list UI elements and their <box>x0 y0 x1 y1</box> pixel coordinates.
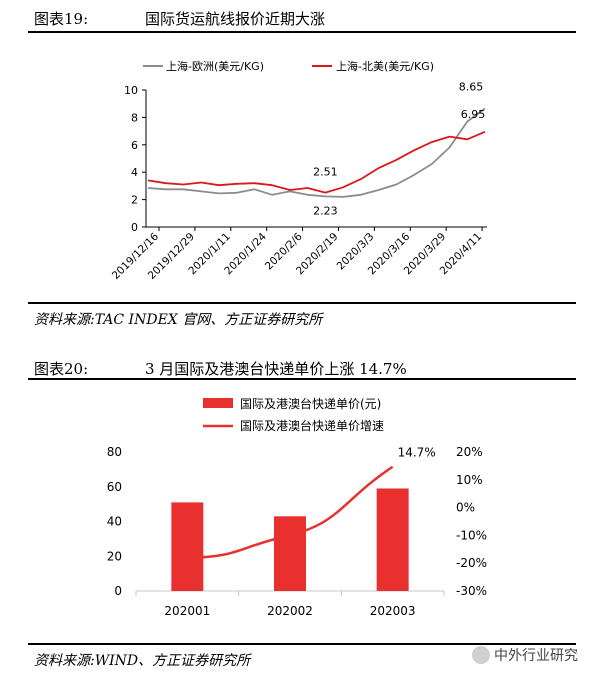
figure19-bottom-rule <box>28 302 576 304</box>
legend-label-shanghai-europe: 上海-欧洲(美元/KG) <box>166 59 264 73</box>
figure20-title: 3 月国际及港澳台快递单价上涨 14.7% <box>145 360 407 378</box>
watermark: 中外行业研究 <box>472 645 578 665</box>
chart1-data-label: 2.23 <box>313 204 338 217</box>
chart1-y-tick-label: 6 <box>131 139 138 152</box>
chart2-left-tick-label: 20 <box>107 549 122 563</box>
chart2-right-tick-label: -10% <box>456 528 487 542</box>
chart-freight-rates: 上海-欧洲(美元/KG) 上海-北美(美元/KG) 0 2 4 6 8 10 2019/1… <box>110 59 487 282</box>
chart2-bar <box>376 488 409 591</box>
legend-swatch-unit-price <box>203 398 233 408</box>
figure20-top-rule <box>28 378 576 380</box>
chart1-data-label: 6.95 <box>461 108 486 121</box>
chart2-left-tick-label: 0 <box>114 584 122 598</box>
chart2-x-tick-label: 202002 <box>267 604 313 618</box>
figure19-title: 国际货运航线报价近期大涨 <box>145 10 326 28</box>
chart2-right-tick-label: 10% <box>456 473 483 487</box>
chart1-y-tick-label: 0 <box>131 221 138 234</box>
chart1-legend: 上海-欧洲(美元/KG) 上海-北美(美元/KG) <box>143 59 434 73</box>
wechat-icon <box>472 646 490 664</box>
chart2-bar <box>171 502 204 591</box>
chart2-data-labels: 14.7% <box>398 446 436 460</box>
chart2-bars <box>171 488 409 591</box>
chart1-data-label: 2.51 <box>313 166 338 179</box>
chart2-right-tick-label: 0% <box>456 501 475 515</box>
chart2-right-tick-label: -20% <box>456 556 487 570</box>
chart2-growth-line <box>187 465 394 559</box>
figure19-number: 图表19: <box>34 10 89 28</box>
watermark-text: 中外行业研究 <box>494 648 578 664</box>
figure20-number: 图表20: <box>34 360 89 378</box>
chart-express-unit-price: 国际及港澳台快递单价(元) 国际及港澳台快递单价增速 0 20 40 60 80 20%… <box>107 396 487 618</box>
chart2-x-tick-label: 202001 <box>164 604 210 618</box>
series-line-shanghai-north-america <box>147 130 486 194</box>
chart2-left-tick-label: 80 <box>107 445 122 459</box>
chart1-y-tick-label: 10 <box>124 84 138 97</box>
chart1-y-tick-label: 4 <box>131 166 138 179</box>
chart2-legend: 国际及港澳台快递单价(元) 国际及港澳台快递单价增速 <box>203 396 384 433</box>
chart1-data-label: 8.65 <box>459 80 484 93</box>
figure20-bottom-rule <box>28 643 576 645</box>
chart2-right-y-ticks: 20% 10% 0% -10% -20% -30% <box>456 445 487 598</box>
series-line-growth-rate <box>187 465 394 559</box>
chart2-left-tick-label: 40 <box>107 515 122 529</box>
chart1-series <box>147 107 486 198</box>
legend-label-growth-rate: 国际及港澳台快递单价增速 <box>240 418 384 433</box>
figure19-source: 资料来源:TAC INDEX 官网、方正证券研究所 <box>34 312 323 328</box>
chart2-data-label: 14.7% <box>398 446 436 460</box>
chart2-bar <box>274 516 306 591</box>
chart2-right-tick-label: -30% <box>456 584 487 598</box>
chart1-y-tick-label: 2 <box>131 194 138 207</box>
chart2-x-ticks: 202001 202002 202003 <box>135 591 445 618</box>
chart2-left-tick-label: 60 <box>107 480 122 494</box>
chart2-left-y-ticks: 0 20 40 60 80 <box>107 445 122 598</box>
legend-label-shanghai-north-america: 上海-北美(美元/KG) <box>336 59 434 73</box>
chart2-x-tick-label: 202003 <box>370 604 416 618</box>
figure20-source: 资料来源:WIND、方正证券研究所 <box>34 653 251 669</box>
chart1-y-tick-label: 8 <box>131 111 138 124</box>
figure19-top-rule <box>28 31 576 33</box>
chart1-data-labels: 8.65 6.95 2.51 2.23 <box>313 80 485 217</box>
chart1-x-ticks: 2019/12/162019/12/292020/1/112020/1/2420… <box>110 227 484 282</box>
legend-label-unit-price: 国际及港澳台快递单价(元) <box>240 396 381 411</box>
chart1-y-ticks: 0 2 4 6 8 10 <box>124 84 146 234</box>
series-line-shanghai-europe <box>147 107 486 198</box>
chart2-right-tick-label: 20% <box>456 445 483 459</box>
